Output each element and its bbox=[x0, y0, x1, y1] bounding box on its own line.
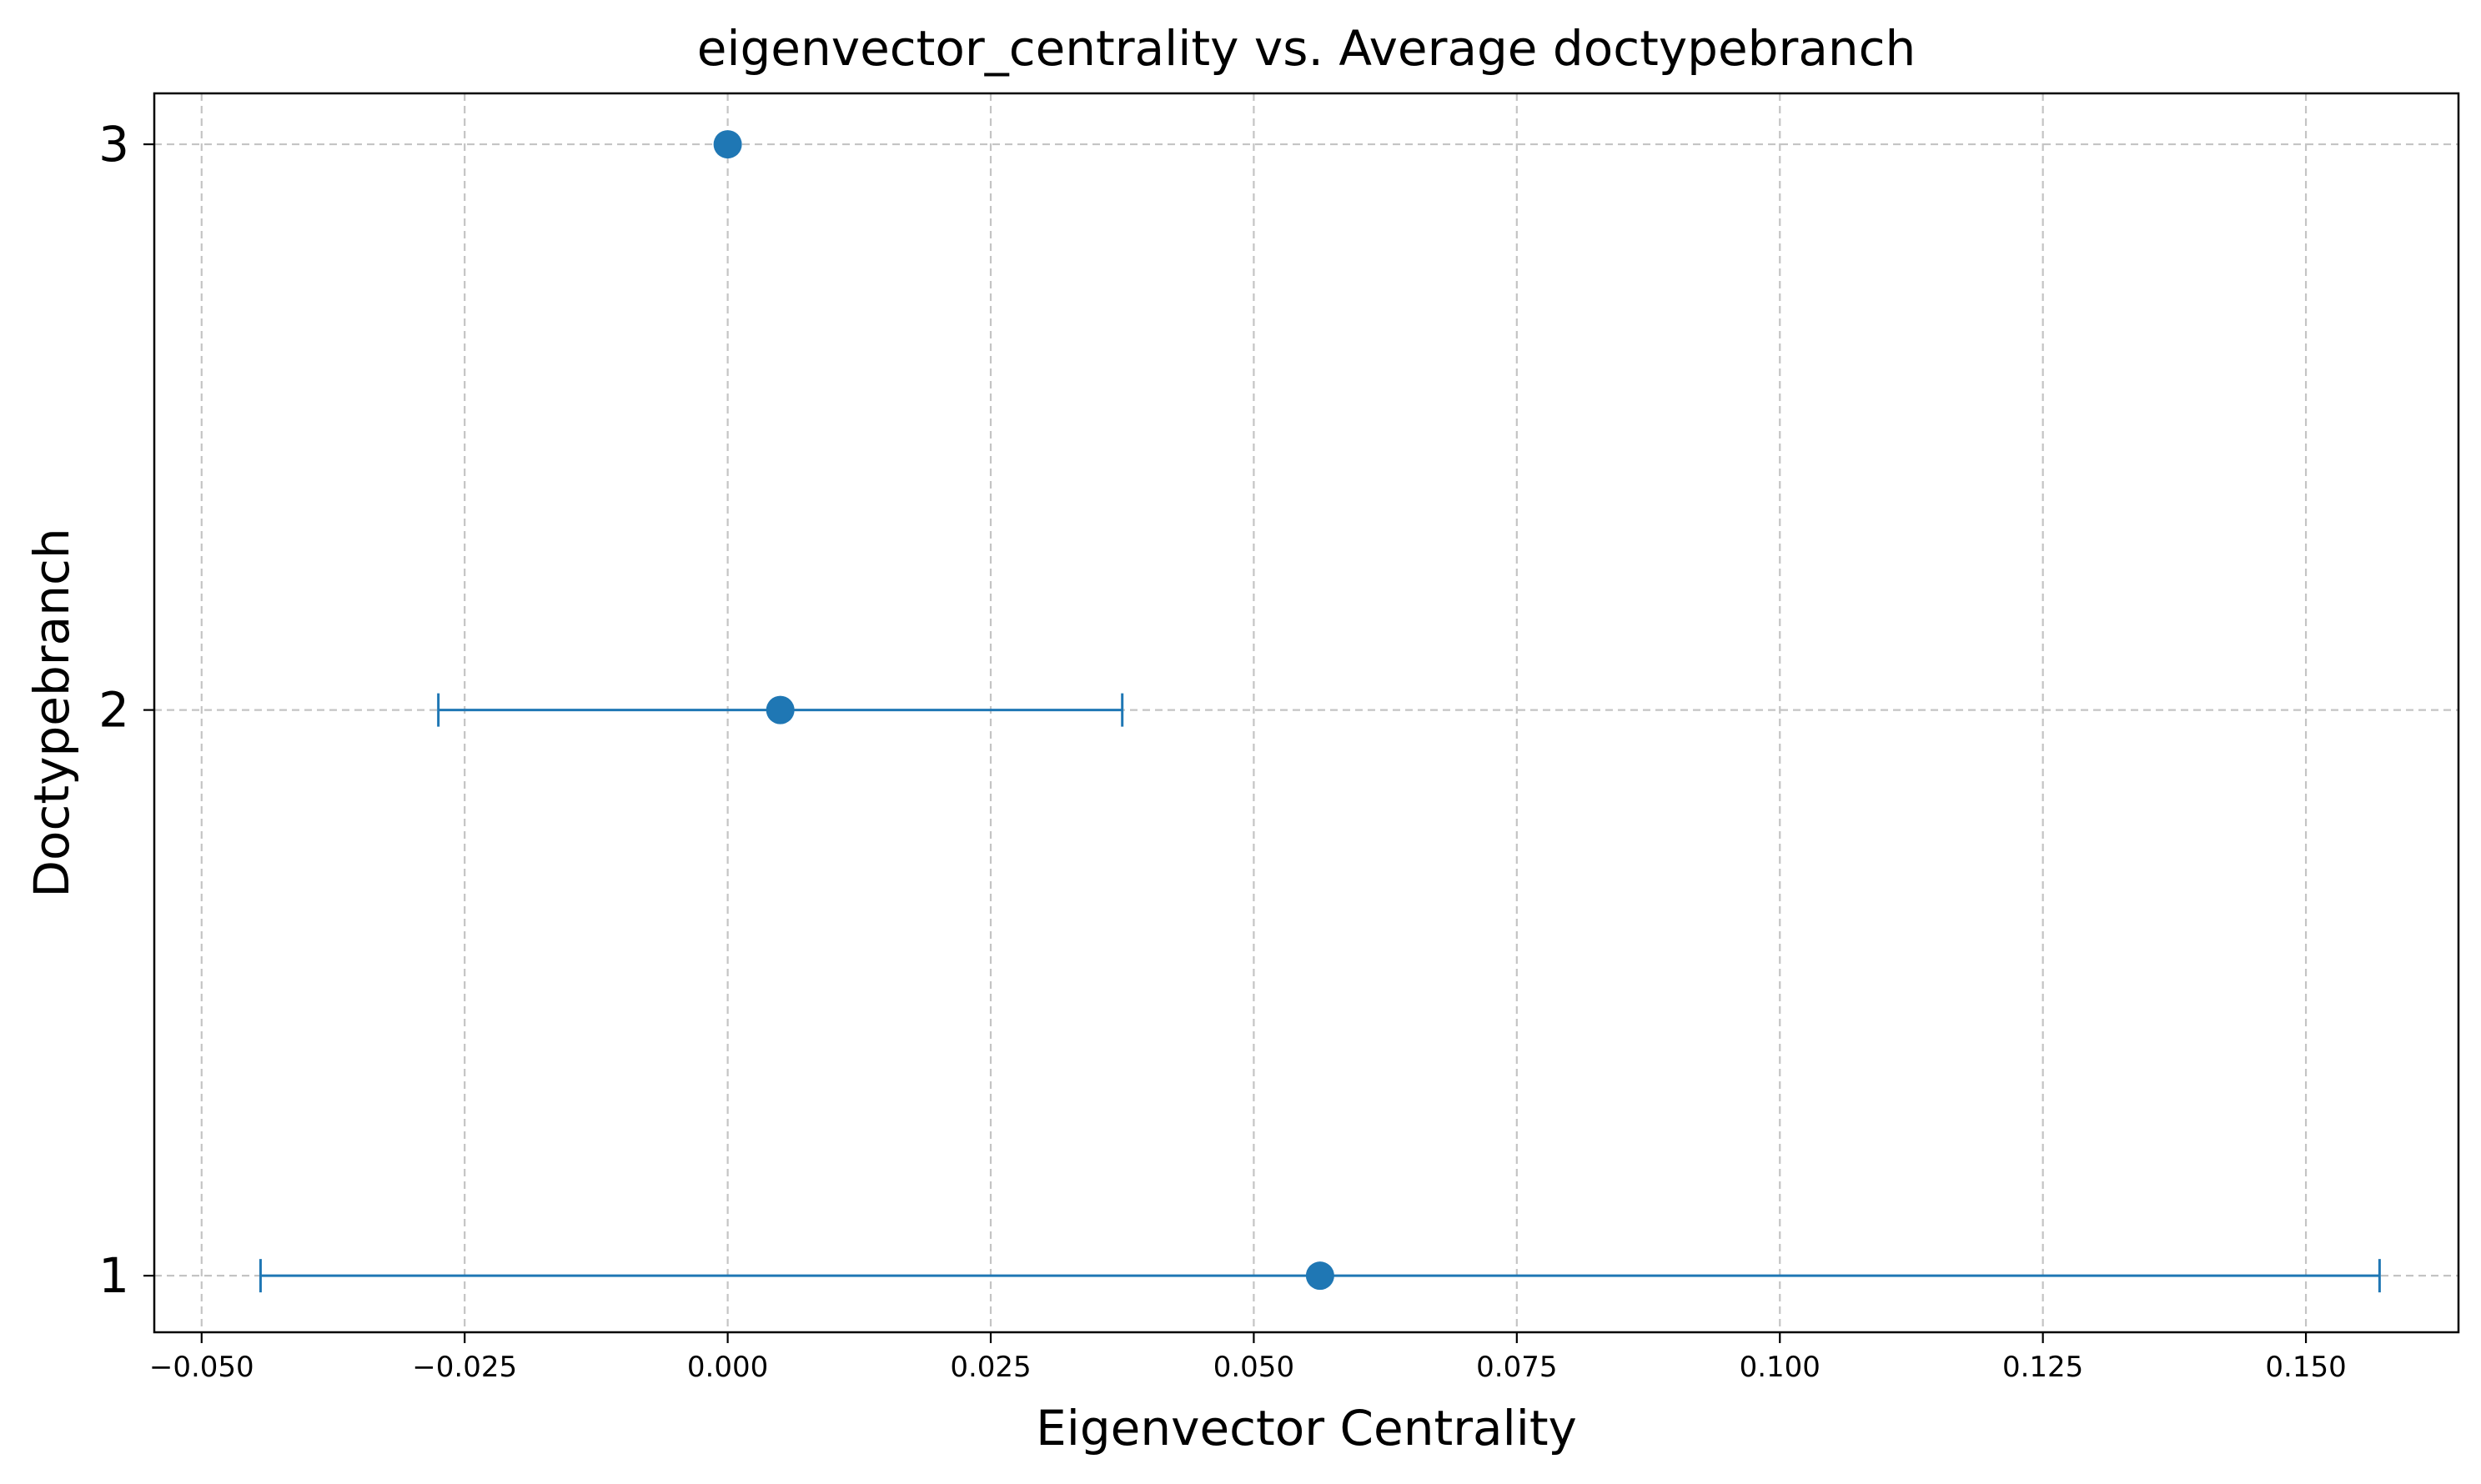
x-tick-label: 0.125 bbox=[2002, 1351, 2083, 1384]
x-tick-label: 0.025 bbox=[950, 1351, 1031, 1384]
chart-title: eigenvector_centrality vs. Average docty… bbox=[697, 20, 1916, 77]
y-axis-label: Doctypebranch bbox=[23, 528, 80, 897]
data-series bbox=[259, 130, 2381, 1293]
x-tick-label: 0.100 bbox=[1740, 1351, 1821, 1384]
x-tick-label: 0.075 bbox=[1476, 1351, 1557, 1384]
data-point bbox=[713, 130, 742, 159]
x-tick-label: 0.150 bbox=[2265, 1351, 2346, 1384]
y-tick-label: 1 bbox=[98, 1247, 129, 1304]
y-tick-label: 3 bbox=[98, 116, 129, 173]
data-point bbox=[1305, 1261, 1334, 1291]
x-axis-label: Eigenvector Centrality bbox=[1036, 1400, 1577, 1456]
x-tick-label: −0.050 bbox=[149, 1351, 254, 1384]
y-tick-label: 2 bbox=[98, 682, 129, 739]
axis-ticks: −0.050 −0.025 0.000 0.025 0.050 0.075 0.100 0.1… bbox=[98, 116, 2347, 1384]
x-tick-label: −0.025 bbox=[412, 1351, 517, 1384]
data-point bbox=[766, 695, 795, 724]
x-tick-label: 0.000 bbox=[687, 1351, 768, 1384]
x-tick-label: 0.050 bbox=[1213, 1351, 1294, 1384]
plot-area-frame bbox=[153, 92, 2460, 1334]
